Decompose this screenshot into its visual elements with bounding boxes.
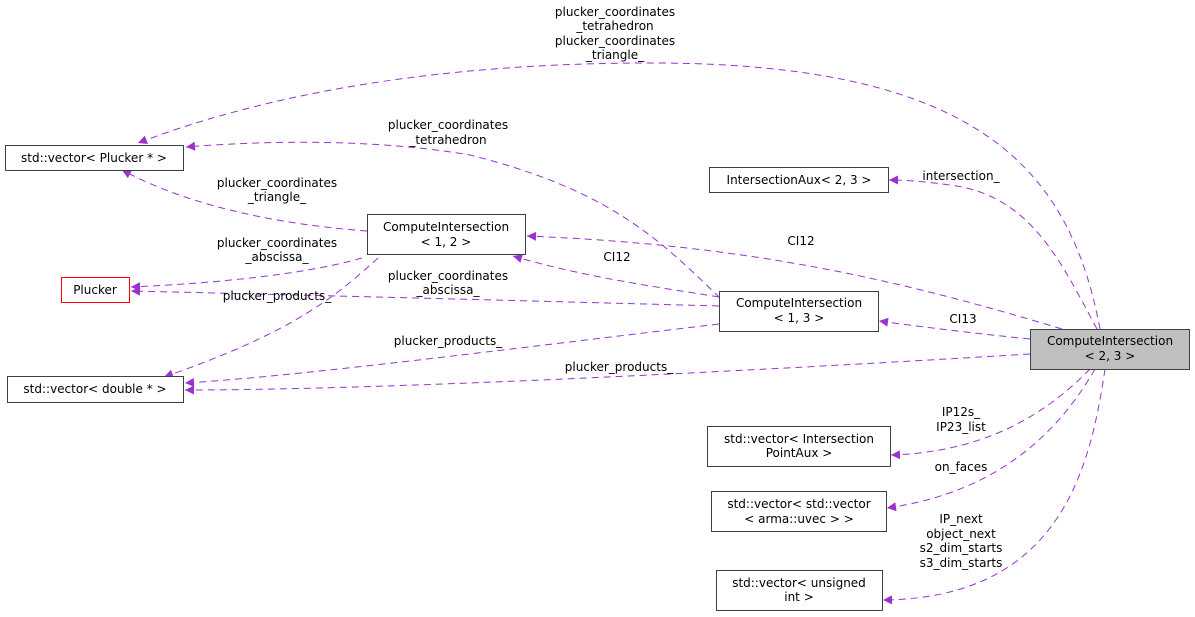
- edge-label: intersection_: [922, 169, 1000, 183]
- edge-label: s2_dim_starts: [920, 541, 1003, 555]
- node-label: < arma::uvec > >: [744, 512, 854, 526]
- node-label: ComputeIntersection: [1047, 334, 1173, 348]
- edge-ci23-vec-double: [184, 353, 1031, 395]
- edge-label: CI13: [949, 312, 976, 326]
- node-vector-intersection-point-aux[interactable]: std::vector< Intersection PointAux >: [707, 426, 891, 467]
- edge-label: CI12: [603, 250, 630, 264]
- node-label: < 1, 3 >: [774, 311, 825, 325]
- node-label: std::vector< unsigned: [732, 576, 866, 590]
- node-compute-intersection-2-3[interactable]: ComputeIntersection < 2, 3 >: [1030, 329, 1190, 370]
- edge-label: IP_next: [939, 512, 983, 526]
- edge-ci23-vec-vec: [886, 368, 1096, 512]
- edge-label: plucker_products_: [565, 360, 674, 374]
- node-label: IntersectionAux< 2, 3 >: [727, 173, 872, 187]
- edge-label: plucker_coordinates: [388, 118, 508, 132]
- edge-ci13-ci12: [512, 254, 720, 298]
- edge-ci12-vec-plucker: [121, 169, 368, 232]
- edge-ci13-vec-plucker: [185, 141, 721, 299]
- edge-ci23-vec-uns: [882, 368, 1106, 605]
- node-vector-double[interactable]: std::vector< double * >: [7, 376, 184, 403]
- edge-label: object_next: [926, 527, 996, 541]
- edge-ci23-ci12: [526, 231, 1063, 330]
- edge-label: plucker_coordinates: [555, 34, 675, 48]
- edge-label: plucker_coordinates: [388, 269, 508, 283]
- edge-label: plucker_coordinates: [217, 176, 337, 190]
- node-label: std::vector< std::vector: [727, 497, 870, 511]
- edge-label: _abscissa_: [244, 250, 309, 264]
- edge-label: plucker_coordinates: [217, 236, 337, 250]
- edge-label: plucker_products_: [394, 334, 503, 348]
- node-vector-plucker[interactable]: std::vector< Plucker * >: [5, 145, 184, 171]
- edge-ci13-vec-double: [184, 323, 720, 387]
- edge-label: CI12: [787, 234, 814, 248]
- node-compute-intersection-1-3[interactable]: ComputeIntersection < 1, 3 >: [719, 291, 879, 332]
- node-label: < 1, 2 >: [421, 235, 472, 249]
- edge-ci12-plucker: [130, 257, 363, 292]
- edge-label: plucker_coordinates: [555, 5, 675, 19]
- edge-label: IP12s_: [942, 405, 981, 419]
- edges: [121, 62, 1106, 605]
- edge-ci23-intersection-aux: [888, 175, 1098, 330]
- edge-label: _triangle_: [247, 190, 307, 204]
- edge-labels: plucker_coordinates _tetrahedron plucker…: [217, 5, 1002, 570]
- edge-ci12-vec-double: [163, 257, 379, 379]
- node-label: Plucker: [73, 283, 117, 297]
- node-label: PointAux >: [766, 446, 833, 460]
- node-label: int >: [784, 590, 814, 604]
- node-compute-intersection-1-2[interactable]: ComputeIntersection < 1, 2 >: [367, 214, 526, 255]
- edge-label: on_faces: [935, 460, 988, 474]
- edge-ci23-vec-plucker: [137, 62, 1101, 330]
- edge-label: _triangle_: [585, 48, 645, 62]
- edge-label: _abscissa_: [415, 283, 480, 297]
- node-label: ComputeIntersection: [736, 296, 862, 310]
- node-plucker[interactable]: Plucker: [61, 277, 130, 303]
- node-intersection-aux[interactable]: IntersectionAux< 2, 3 >: [709, 167, 889, 193]
- node-label: std::vector< Intersection: [724, 432, 874, 446]
- node-vector-unsigned-int[interactable]: std::vector< unsigned int >: [716, 570, 883, 611]
- edge-label: _tetrahedron: [408, 133, 486, 147]
- node-label: < 2, 3 >: [1085, 349, 1136, 363]
- node-vector-vector-uvec[interactable]: std::vector< std::vector < arma::uvec > …: [711, 491, 887, 532]
- node-label: std::vector< double * >: [23, 382, 166, 396]
- edge-ci13-plucker: [130, 286, 720, 307]
- node-label: std::vector< Plucker * >: [21, 151, 167, 165]
- node-label: ComputeIntersection: [383, 220, 509, 234]
- edge-label: IP23_list: [936, 420, 986, 434]
- edge-label: s3_dim_starts: [920, 556, 1003, 570]
- edge-label: plucker_products_: [223, 289, 332, 303]
- edge-ci23-ci13: [878, 317, 1031, 340]
- edge-label: _tetrahedron: [575, 19, 653, 33]
- edge-ci23-vec-ipa: [890, 368, 1091, 460]
